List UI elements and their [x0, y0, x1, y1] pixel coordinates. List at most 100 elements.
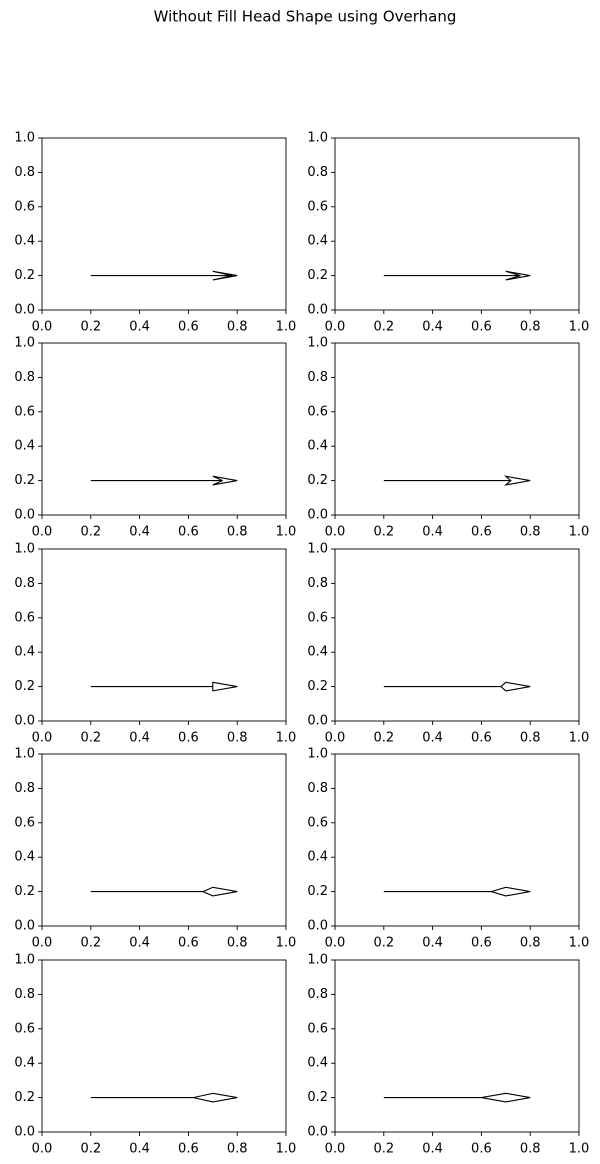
y-tick-label: 1.0: [307, 542, 328, 557]
y-tick-label: 0.0: [307, 508, 328, 523]
x-tick-label: 0.6: [471, 1142, 492, 1157]
y-tick-label: 0.2: [307, 473, 328, 488]
y-tick-label: 0.6: [307, 1021, 328, 1036]
y-tick-label: 0.0: [14, 303, 35, 318]
x-tick-label: 0.6: [471, 525, 492, 540]
arrow: [383, 270, 531, 281]
axes-frame: [334, 753, 580, 927]
arrow: [383, 886, 531, 897]
x-tick-label: 0.6: [178, 525, 199, 540]
y-tick-label: 0.6: [14, 815, 35, 830]
y-tick-label: 0.0: [307, 714, 328, 729]
x-tick-label: 0.0: [325, 1142, 346, 1157]
y-tick-label: 0.6: [14, 199, 35, 214]
x-tick-label: 0.4: [129, 525, 150, 540]
x-tick-label: 0.8: [227, 936, 248, 951]
y-tick-label: 0.2: [14, 473, 35, 488]
y-tick-label: 0.4: [307, 1056, 328, 1071]
y-tick-label: 0.6: [14, 1021, 35, 1036]
y-tick-label: 0.8: [307, 370, 328, 385]
y-tick-label: 0.8: [307, 781, 328, 796]
x-tick-label: 0.8: [227, 731, 248, 746]
x-tick-label: 0.2: [80, 936, 101, 951]
arrow: [383, 475, 531, 486]
x-tick-label: 0.0: [325, 525, 346, 540]
x-tick-label: 0.0: [32, 1142, 53, 1157]
figure-title: Without Fill Head Shape using Overhang: [154, 8, 457, 26]
y-tick-label: 0.8: [307, 165, 328, 180]
y-tick-label: 0.8: [14, 987, 35, 1002]
axes-frame: [334, 959, 580, 1133]
y-tick-label: 1.0: [14, 953, 35, 968]
x-tick-label: 0.8: [227, 320, 248, 335]
arrow: [383, 681, 531, 692]
x-tick-label: 1.0: [276, 525, 297, 540]
y-tick-label: 0.8: [14, 165, 35, 180]
y-tick-label: 0.6: [307, 610, 328, 625]
y-tick-label: 0.0: [14, 508, 35, 523]
x-tick-label: 0.4: [422, 936, 443, 951]
y-tick-label: 0.4: [307, 439, 328, 454]
axes-frame: [334, 342, 580, 516]
x-tick-label: 0.6: [178, 320, 199, 335]
y-tick-label: 0.4: [14, 850, 35, 865]
arrow: [90, 886, 238, 897]
y-tick-label: 0.0: [14, 919, 35, 934]
axes-frame: [334, 137, 580, 311]
x-tick-label: 0.6: [471, 731, 492, 746]
x-tick-label: 0.4: [129, 731, 150, 746]
x-tick-label: 0.0: [32, 320, 53, 335]
x-tick-label: 1.0: [276, 1142, 297, 1157]
y-tick-label: 0.2: [307, 884, 328, 899]
x-tick-label: 0.0: [32, 731, 53, 746]
x-tick-label: 1.0: [569, 320, 590, 335]
y-tick-label: 0.4: [14, 234, 35, 249]
y-tick-label: 0.6: [307, 815, 328, 830]
x-tick-label: 0.4: [422, 320, 443, 335]
x-tick-label: 0.2: [373, 731, 394, 746]
axes-frame: [41, 342, 287, 516]
y-tick-label: 0.8: [307, 987, 328, 1002]
x-tick-label: 0.2: [373, 936, 394, 951]
y-tick-label: 0.0: [14, 714, 35, 729]
x-tick-label: 0.8: [520, 1142, 541, 1157]
y-tick-label: 0.4: [307, 234, 328, 249]
x-tick-label: 0.4: [129, 1142, 150, 1157]
x-tick-label: 0.6: [178, 731, 199, 746]
y-tick-label: 1.0: [307, 953, 328, 968]
x-tick-label: 0.8: [227, 1142, 248, 1157]
x-tick-label: 1.0: [276, 936, 297, 951]
y-tick-label: 0.4: [307, 850, 328, 865]
axes-frame: [41, 753, 287, 927]
y-tick-label: 0.6: [14, 404, 35, 419]
y-tick-label: 1.0: [14, 747, 35, 762]
y-tick-label: 0.0: [307, 919, 328, 934]
y-tick-label: 0.2: [14, 679, 35, 694]
arrow: [90, 681, 238, 692]
axes-frame: [41, 959, 287, 1133]
y-tick-label: 0.6: [307, 404, 328, 419]
x-tick-label: 0.2: [80, 525, 101, 540]
x-tick-label: 0.8: [227, 525, 248, 540]
y-tick-label: 0.2: [307, 1090, 328, 1105]
y-tick-label: 0.0: [14, 1125, 35, 1140]
x-tick-label: 0.0: [32, 936, 53, 951]
x-tick-label: 0.8: [520, 320, 541, 335]
y-tick-label: 0.8: [14, 781, 35, 796]
axes-frame: [334, 548, 580, 722]
x-tick-label: 1.0: [569, 731, 590, 746]
x-tick-label: 0.2: [80, 320, 101, 335]
x-tick-label: 0.6: [178, 1142, 199, 1157]
y-tick-label: 0.4: [14, 439, 35, 454]
x-tick-label: 1.0: [276, 731, 297, 746]
x-tick-label: 0.4: [422, 731, 443, 746]
y-tick-label: 1.0: [307, 131, 328, 146]
x-tick-label: 0.6: [471, 320, 492, 335]
axes-frame: [41, 548, 287, 722]
x-tick-label: 1.0: [569, 1142, 590, 1157]
y-tick-label: 0.4: [307, 645, 328, 660]
y-tick-label: 1.0: [14, 336, 35, 351]
y-tick-label: 0.4: [14, 645, 35, 660]
x-tick-label: 0.2: [80, 1142, 101, 1157]
